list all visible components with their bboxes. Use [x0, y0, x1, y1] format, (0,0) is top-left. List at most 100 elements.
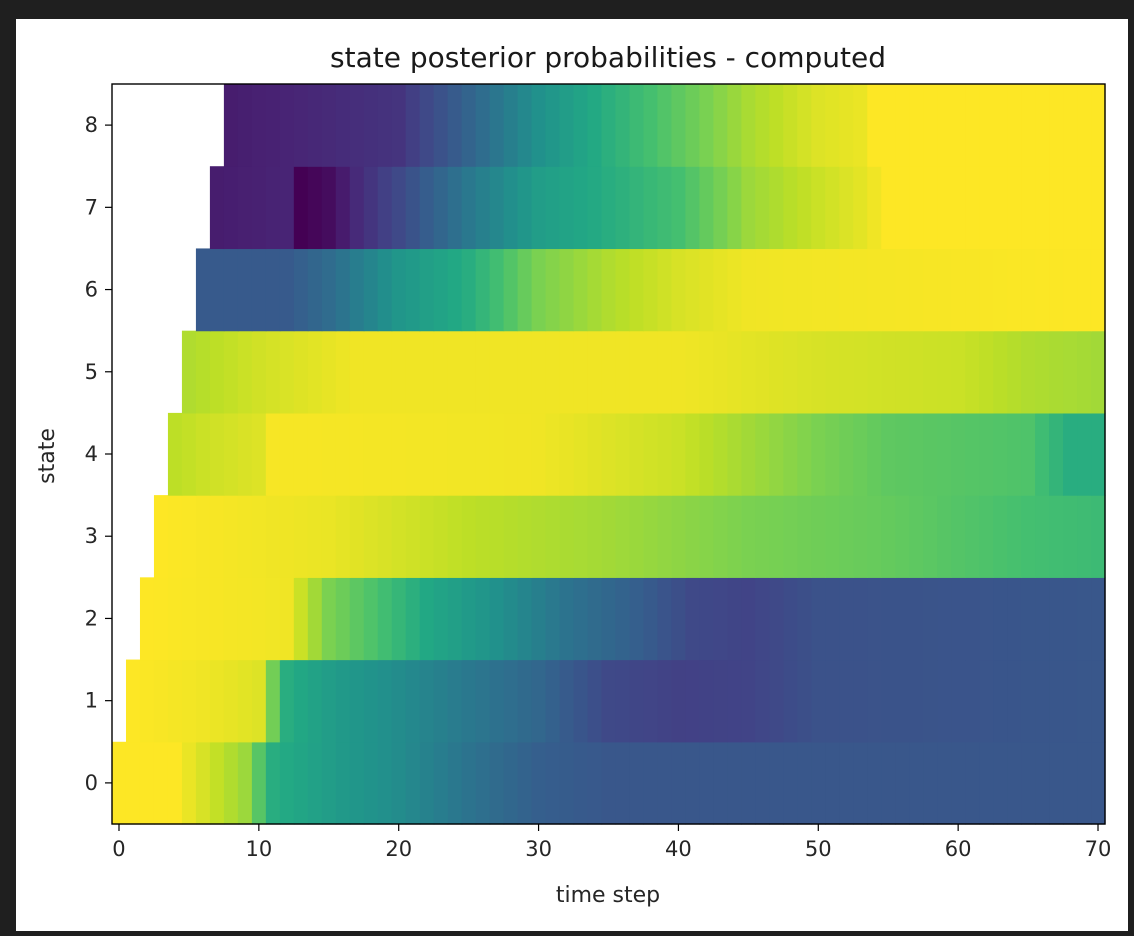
heatmap-cell [601, 166, 617, 250]
heatmap-cell [741, 248, 756, 332]
heatmap-cell [559, 495, 575, 578]
heatmap-cell [965, 577, 980, 661]
heatmap-cell [1049, 495, 1064, 578]
y-tick-label: 0 [85, 771, 98, 795]
heatmap-cell [503, 166, 519, 250]
heatmap-cell [825, 166, 840, 250]
heatmap-cell [251, 166, 267, 250]
heatmap-cell [489, 495, 505, 578]
heatmap-cell [223, 330, 239, 414]
heatmap-cell [1035, 495, 1050, 578]
heatmap-cell [937, 412, 952, 496]
heatmap-cell [377, 248, 393, 332]
heatmap-cell [657, 248, 673, 332]
heatmap-cell [951, 577, 966, 661]
heatmap-cell [657, 659, 673, 743]
heatmap-cell [559, 330, 575, 414]
heatmap-cell [545, 248, 561, 332]
heatmap-cell [363, 412, 379, 496]
heatmap-cell [657, 84, 673, 167]
heatmap-cell [265, 330, 281, 414]
heatmap-cell [1049, 330, 1064, 414]
heatmap-cell [671, 412, 687, 496]
heatmap-cell [545, 330, 561, 414]
heatmap-cell [643, 330, 659, 414]
heatmap-cell [1091, 84, 1106, 167]
heatmap-cell [153, 659, 169, 743]
heatmap-cell [391, 330, 407, 414]
heatmap-cell [321, 495, 337, 578]
heatmap-cell [895, 84, 910, 167]
heatmap-cell [909, 330, 924, 414]
heatmap-cell [825, 741, 840, 825]
heatmap-cell [461, 330, 477, 414]
heatmap-cell [615, 659, 631, 743]
heatmap-cell [1035, 330, 1050, 414]
heatmap-cell [265, 166, 281, 250]
heatmap-cell [531, 577, 547, 661]
heatmap-cell [1049, 412, 1064, 496]
heatmap-cell [797, 659, 812, 743]
heatmap-cell [951, 741, 966, 825]
heatmap-cell [125, 741, 141, 825]
heatmap-cell [433, 741, 449, 825]
heatmap-cell [307, 577, 323, 661]
heatmap-cell [853, 412, 868, 496]
heatmap-cell [405, 577, 421, 661]
heatmap-cell [419, 741, 435, 825]
heatmap-cell [643, 577, 659, 661]
heatmap-cell [447, 577, 463, 661]
heatmap-cell [755, 248, 770, 332]
heatmap-cell [195, 741, 211, 825]
heatmap-cell [895, 412, 910, 496]
heatmap-cell [657, 495, 673, 578]
heatmap-cell [475, 166, 491, 250]
heatmap-cell [517, 577, 533, 661]
heatmap-cell [867, 330, 882, 414]
heatmap-cell [307, 166, 323, 250]
heatmap-cell [839, 741, 854, 825]
heatmap-cell [797, 84, 812, 167]
heatmap-cell [475, 741, 491, 825]
heatmap-cell [1091, 166, 1106, 250]
heatmap-cell [895, 659, 910, 743]
heatmap-cell [489, 412, 505, 496]
heatmap-cell [713, 741, 728, 825]
chart-title: state posterior probabilities - computed [330, 41, 886, 74]
heatmap-cell [545, 84, 561, 167]
heatmap-cell [923, 412, 938, 496]
heatmap-cell [797, 166, 812, 250]
heatmap-cell [867, 248, 882, 332]
heatmap-cell [727, 577, 742, 661]
heatmap-cell [615, 248, 631, 332]
heatmap-cell [811, 248, 826, 332]
heatmap-cell [909, 659, 924, 743]
heatmap-cell [195, 412, 211, 496]
chart-figure: 0 10 20 30 40 50 60 70 0 1 2 3 4 5 6 7 8 state posterio… [16, 19, 1128, 931]
heatmap-cell [685, 330, 701, 414]
heatmap-cell [1035, 741, 1050, 825]
heatmap-cell [419, 330, 435, 414]
heatmap-cell [727, 84, 742, 167]
heatmap-cell [1091, 412, 1106, 496]
heatmap-cell [909, 166, 924, 250]
heatmap-cell [573, 577, 589, 661]
heatmap-cell [713, 659, 728, 743]
heatmap-cell [293, 495, 309, 578]
heatmap-cell [1063, 166, 1078, 250]
heatmap-cell [531, 84, 547, 167]
heatmap-cell [671, 84, 687, 167]
heatmap-cell [349, 248, 365, 332]
heatmap-cell [377, 84, 393, 167]
heatmap-cell [237, 495, 253, 578]
heatmap-cell [713, 84, 728, 167]
heatmap-cell [699, 166, 714, 250]
y-axis: 0 1 2 3 4 5 6 7 8 [85, 113, 112, 795]
heatmap-cell [489, 659, 505, 743]
heatmap-cell [643, 84, 659, 167]
x-tick-label: 60 [945, 837, 972, 861]
heatmap-cell [727, 166, 742, 250]
heatmap-cell [965, 659, 980, 743]
heatmap-cell [587, 577, 603, 661]
heatmap-cell [853, 84, 868, 167]
